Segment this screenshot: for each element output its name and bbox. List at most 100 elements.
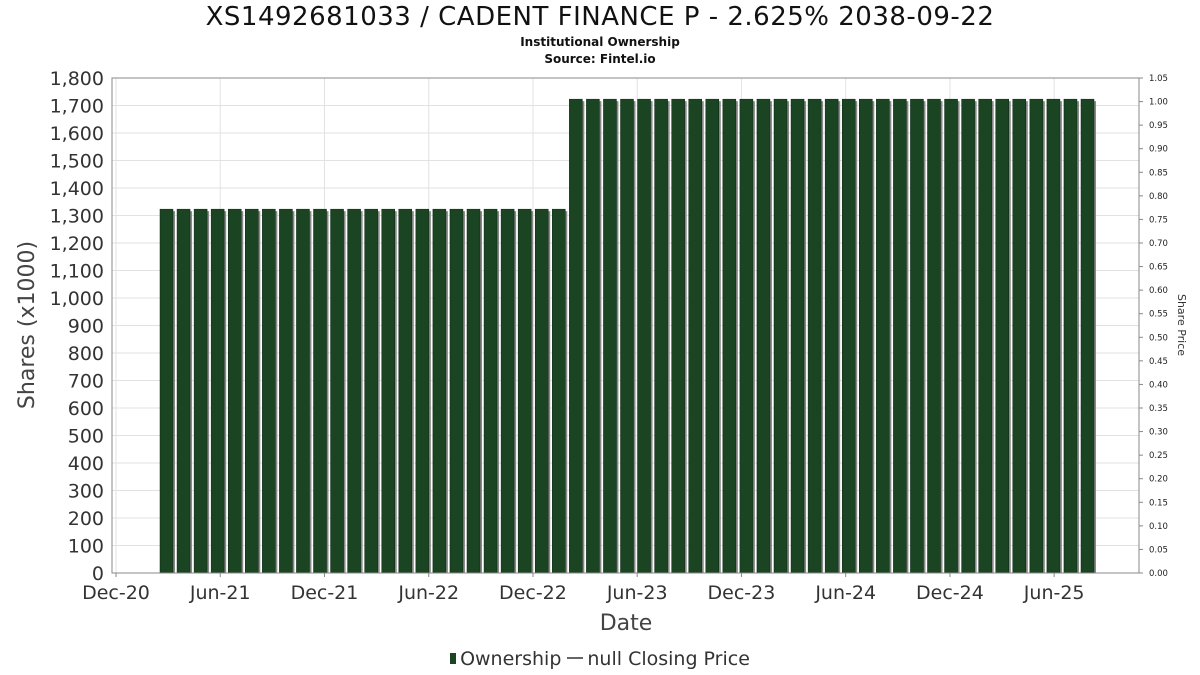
y2-tick-label: 0.95 — [1149, 121, 1168, 131]
chart-title: XS1492681033 / CADENT FINANCE P - 2.625%… — [205, 2, 995, 32]
x-tick-label: Dec-22 — [499, 582, 567, 604]
ownership-bar — [364, 208, 378, 574]
ownership-bar — [739, 98, 754, 574]
y-tick-label: 1,800 — [50, 68, 104, 90]
ownership-bar — [910, 98, 924, 574]
ownership-bar — [432, 208, 447, 574]
y2-axis-ticks: 0.00 0.05 0.10 0.15 0.20 0.25 0.30 0.35 0.40 0.45… — [1139, 74, 1168, 579]
y-tick-label: 1,500 — [50, 151, 104, 173]
y-tick-label: 600 — [68, 398, 104, 420]
y2-tick-label: 0.05 — [1149, 545, 1168, 555]
ownership-bar — [756, 98, 771, 574]
ownership-bar — [415, 208, 430, 574]
plot-frame — [111, 77, 1140, 574]
ownership-bar — [705, 98, 720, 574]
y2-tick-label: 0.50 — [1149, 333, 1168, 343]
y-tick-label: 100 — [68, 536, 104, 558]
ownership-bar — [790, 98, 805, 574]
chart-subtitle: Institutional Ownership — [520, 35, 680, 49]
ownership-bar — [773, 98, 788, 574]
ownership-bar — [620, 98, 634, 574]
legend: Ownership null Closing Price — [0, 648, 1200, 670]
ownership-bar — [722, 98, 737, 574]
legend-ownership: Ownership — [460, 648, 562, 670]
y2-tick-label: 0.75 — [1149, 215, 1168, 225]
ownership-bar — [995, 98, 1009, 574]
y2-axis-label: Share Price — [1175, 294, 1188, 356]
y-axis-ticks: 0 100 200 300 400 500 600 700 800 900 1,000 1,100 1,… — [50, 68, 104, 585]
chart-source: Source: Fintel.io — [544, 52, 656, 66]
ownership-bar — [466, 208, 481, 574]
y2-tick-label: 0.90 — [1149, 145, 1168, 155]
plot-border — [111, 77, 1140, 574]
x-tick-label: Jun-24 — [814, 582, 876, 604]
ownership-bar — [603, 98, 617, 574]
y2-tick-label: 0.60 — [1149, 286, 1168, 296]
ownership-chart: 0 100 200 300 400 500 600 700 800 900 1,000 1,100 1,… — [15, 68, 1188, 636]
ownership-bar — [227, 208, 242, 574]
ownership-bar — [893, 98, 907, 574]
ownership-bar — [296, 208, 310, 574]
y2-tick-label: 0.45 — [1149, 357, 1168, 367]
ownership-bar — [176, 208, 191, 574]
y2-tick-label: 0.00 — [1149, 569, 1168, 579]
y2-tick-label: 0.30 — [1149, 428, 1168, 438]
x-axis-label: Date — [600, 611, 653, 636]
ownership-bar — [961, 98, 975, 574]
y-tick-label: 1,200 — [50, 233, 104, 255]
y2-tick-label: 0.25 — [1149, 451, 1168, 461]
ownership-bar — [671, 98, 685, 574]
ownership-legend-swatch — [450, 653, 457, 664]
y2-tick-label: 0.80 — [1149, 192, 1168, 202]
ownership-bar — [449, 208, 464, 574]
y2-tick-label: 0.35 — [1149, 404, 1168, 414]
ownership-bar — [210, 208, 225, 574]
ownership-bar — [859, 98, 873, 574]
y-tick-label: 300 — [68, 481, 104, 503]
x-tick-label: Jun-21 — [189, 582, 251, 604]
y-tick-label: 1,000 — [50, 288, 104, 310]
ownership-bar — [534, 208, 549, 574]
ownership-bar — [944, 98, 958, 574]
ownership-bar — [637, 98, 651, 574]
y2-tick-label: 0.85 — [1149, 168, 1168, 178]
y2-tick-label: 1.05 — [1149, 74, 1168, 84]
ownership-bar — [381, 208, 395, 574]
ownership-bar — [927, 98, 941, 574]
y-tick-label: 400 — [68, 453, 104, 475]
ownership-bar — [552, 208, 566, 574]
x-tick-label: Dec-23 — [708, 582, 776, 604]
y2-tick-label: 0.10 — [1149, 522, 1168, 532]
legend-price: null Closing Price — [587, 648, 750, 670]
ownership-bar — [1012, 98, 1027, 574]
y2-tick-label: 0.55 — [1149, 310, 1168, 320]
price-legend-line — [567, 657, 584, 659]
y-axis-label: Shares (x1000) — [15, 241, 40, 409]
ownership-bar — [347, 208, 361, 574]
y-tick-label: 700 — [68, 371, 104, 393]
x-axis-ticks: Dec-20 Jun-21 Dec-21 Jun-22 Dec-22 Jun-23 Dec-… — [82, 573, 1085, 604]
y2-tick-label: 0.40 — [1149, 380, 1168, 390]
ownership-bar — [517, 208, 532, 574]
x-tick-label: Dec-20 — [82, 582, 150, 604]
y2-tick-label: 0.20 — [1149, 475, 1168, 485]
ownership-bar — [262, 208, 276, 574]
x-tick-label: Dec-24 — [916, 582, 984, 604]
ownership-bar — [807, 98, 822, 574]
ownership-bar — [876, 98, 890, 574]
y-tick-label: 1,700 — [50, 96, 104, 118]
ownership-bar — [841, 98, 856, 574]
y-tick-label: 1,100 — [50, 261, 104, 283]
x-tick-label: Dec-21 — [291, 582, 359, 604]
x-tick-label: Jun-22 — [397, 582, 459, 604]
y2-tick-label: 0.65 — [1149, 263, 1168, 273]
ownership-bar — [1029, 98, 1044, 574]
ownership-bar — [398, 208, 413, 574]
y2-tick-label: 1.00 — [1149, 98, 1168, 108]
y-tick-label: 500 — [68, 426, 104, 448]
y-tick-label: 1,400 — [50, 178, 104, 200]
ownership-bar — [978, 98, 992, 574]
x-tick-label: Jun-23 — [606, 582, 668, 604]
ownership-bar — [193, 208, 208, 574]
ownership-bar — [1080, 98, 1095, 574]
